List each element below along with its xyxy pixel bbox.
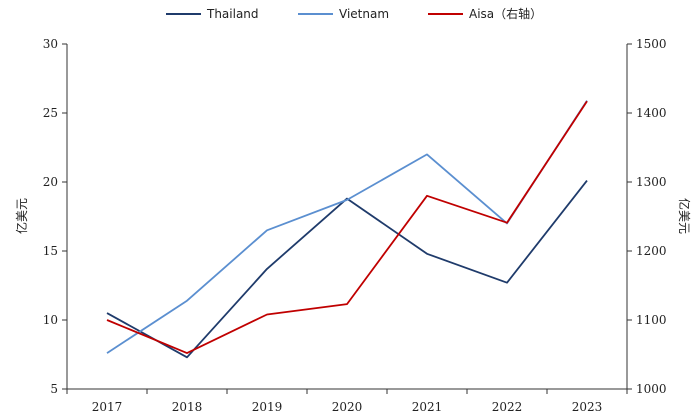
right-tick-label: 1200 xyxy=(636,244,667,258)
x-tick-label: 2022 xyxy=(492,400,523,414)
legend-label: Thailand xyxy=(206,7,259,21)
right-axis-title: 亿美元 xyxy=(677,198,692,234)
left-y-axis: 5 10 15 20 25 30 xyxy=(43,37,68,396)
right-y-axis: 1000 1100 1200 1300 1400 1500 xyxy=(626,37,667,396)
series-line-aisa xyxy=(106,100,588,355)
left-axis-title: 亿美元 xyxy=(14,198,29,234)
legend: Thailand Vietnam Aisa（右轴） xyxy=(166,6,542,21)
x-tick-label: 2018 xyxy=(172,400,203,414)
x-tick-label: 2019 xyxy=(252,400,283,414)
right-tick-label: 1000 xyxy=(636,382,667,396)
series-line-vietnam xyxy=(106,100,588,354)
left-tick-label: 30 xyxy=(43,37,58,51)
left-tick-label: 10 xyxy=(43,313,58,327)
left-tick-label: 25 xyxy=(43,106,58,120)
right-tick-label: 1300 xyxy=(636,175,667,189)
x-tick-label: 2021 xyxy=(412,400,443,414)
right-tick-label: 1100 xyxy=(636,313,667,327)
left-tick-label: 20 xyxy=(43,175,58,189)
x-axis: 2017 2018 2019 2020 2021 2022 2023 xyxy=(66,388,628,414)
plot-area xyxy=(106,100,588,359)
x-tick-label: 2023 xyxy=(572,400,603,414)
left-tick-label: 5 xyxy=(50,382,58,396)
right-tick-label: 1400 xyxy=(636,106,667,120)
x-tick-label: 2020 xyxy=(332,400,363,414)
x-tick-label: 2017 xyxy=(92,400,123,414)
legend-label: Vietnam xyxy=(339,7,389,21)
right-tick-label: 1500 xyxy=(636,37,667,51)
left-tick-label: 15 xyxy=(43,244,58,258)
legend-label: Aisa（右轴） xyxy=(469,6,542,21)
series-line-thailand xyxy=(106,180,588,359)
